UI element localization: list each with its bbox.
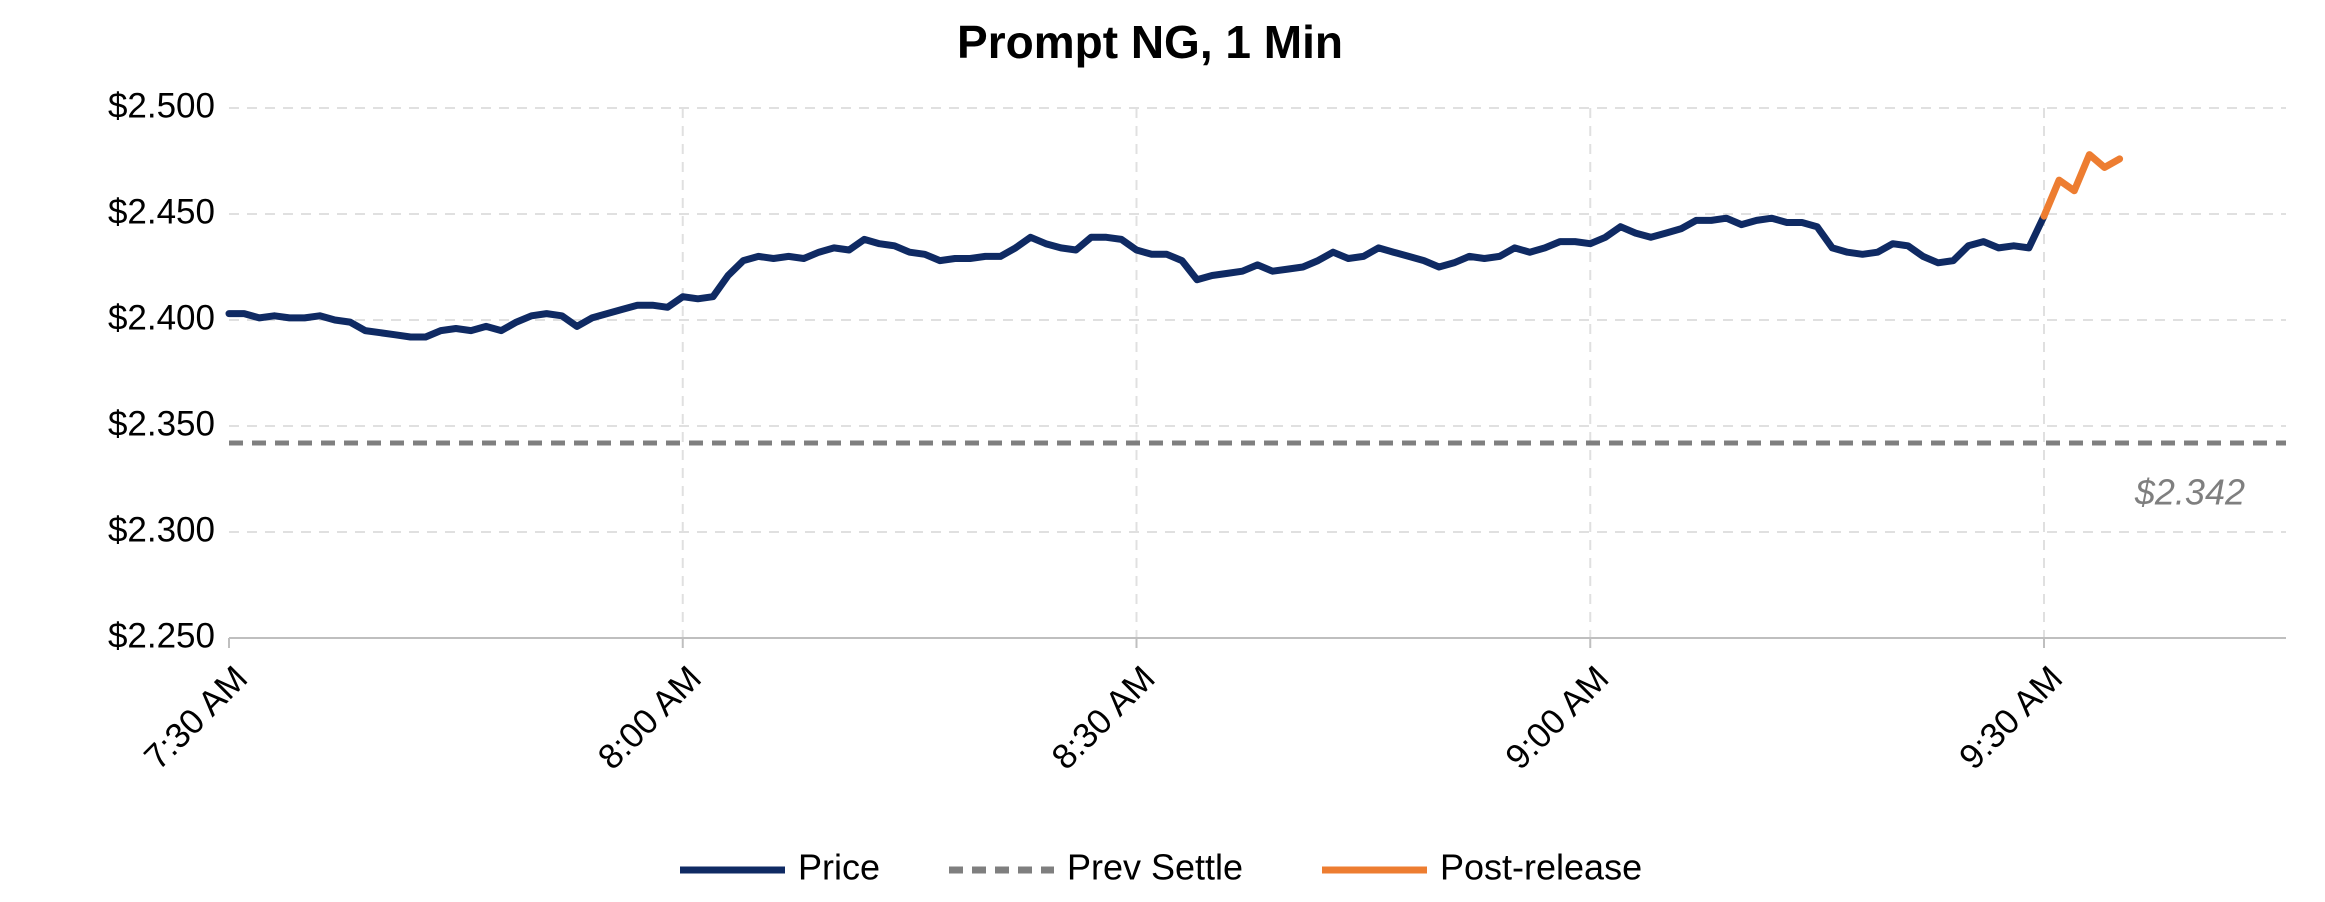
- y-tick-label: $2.400: [108, 298, 215, 337]
- y-tick-label: $2.250: [108, 616, 215, 655]
- legend-label: Price: [798, 847, 880, 888]
- x-tick-label: 9:00 AM: [1498, 659, 1616, 777]
- y-tick-label: $2.500: [108, 86, 215, 125]
- line: [2040, 151, 2124, 220]
- x-tick-label: 7:30 AM: [137, 659, 255, 777]
- legend-label: Post-release: [1440, 847, 1642, 888]
- reference-label: $2.342: [2134, 471, 2245, 512]
- y-tick-label: $2.350: [108, 404, 215, 443]
- chart-title: Prompt NG, 1 Min: [957, 16, 1343, 68]
- y-tick-label: $2.300: [108, 510, 215, 549]
- y-tick-label: $2.450: [108, 192, 215, 231]
- x-tick-label: 8:00 AM: [591, 659, 709, 777]
- line: [225, 212, 2048, 341]
- x-tick-label: 8:30 AM: [1044, 659, 1162, 777]
- x-tick-label: 9:30 AM: [1952, 659, 2070, 777]
- legend-label: Prev Settle: [1067, 847, 1243, 888]
